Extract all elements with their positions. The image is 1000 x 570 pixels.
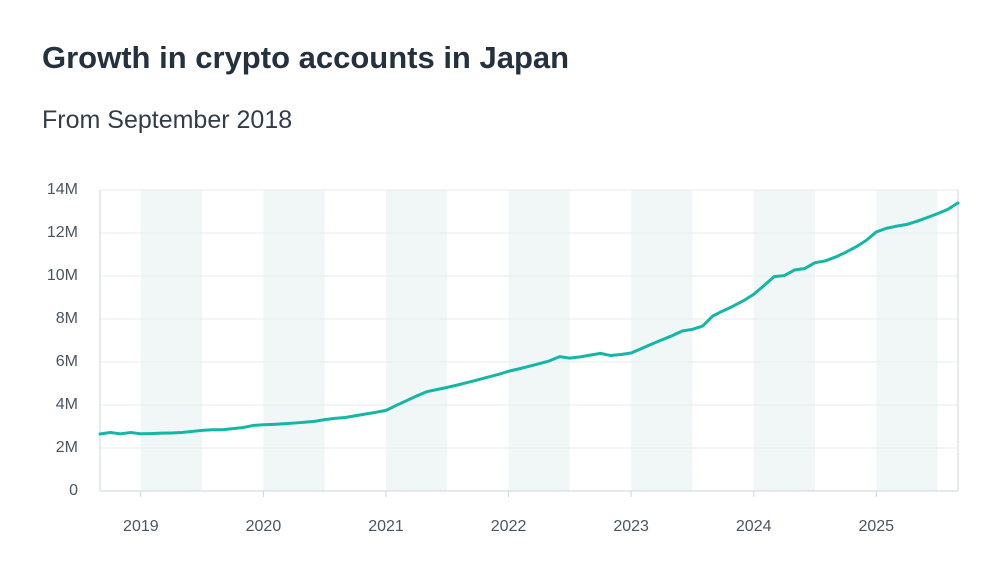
x-tick-label: 2024 [736, 518, 772, 535]
chart-title: Growth in crypto accounts in Japan [42, 40, 569, 75]
year-bands [140, 190, 938, 491]
year-band [753, 190, 815, 491]
year-band [508, 190, 570, 491]
y-tick-label: 12M [47, 224, 78, 241]
year-band [263, 190, 325, 491]
x-tick-label: 2019 [123, 518, 159, 535]
y-tick-label: 6M [56, 353, 78, 370]
y-tick-label: 10M [47, 267, 78, 284]
y-tick-label: 4M [56, 396, 78, 413]
y-tick-label: 2M [56, 439, 78, 456]
chart-subtitle: From September 2018 [42, 106, 292, 134]
line [98, 201, 960, 436]
x-tick-label: 2023 [613, 518, 649, 535]
y-tick-label: 14M [47, 181, 78, 198]
x-tick-label: 2022 [491, 518, 527, 535]
x-tick-label: 2021 [368, 518, 404, 535]
year-band [140, 190, 203, 491]
x-tick-label: 2025 [858, 518, 894, 535]
year-band [876, 190, 938, 491]
x-tick-label: 2020 [246, 518, 282, 535]
grid: 0 2M 4M 6M 8M 10M 12M 14M 2019 2020 2021 2022 2023 20… [47, 181, 959, 535]
y-tick-label: 8M [56, 310, 78, 327]
year-band [386, 190, 448, 491]
y-tick-label: 0 [69, 482, 78, 499]
plot [98, 201, 960, 436]
